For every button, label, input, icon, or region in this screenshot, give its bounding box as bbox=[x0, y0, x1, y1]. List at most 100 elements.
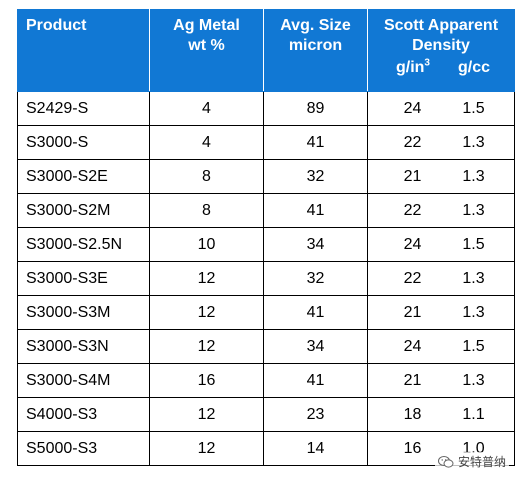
cell-density-g-cc: 1.3 bbox=[462, 303, 485, 321]
cell-density: 21 1.3 bbox=[367, 363, 515, 398]
density-values: 18 1.1 bbox=[368, 406, 514, 424]
density-units: g/in3 g/cc bbox=[368, 58, 514, 78]
cell-ag-metal: 8 bbox=[149, 193, 264, 228]
cell-density-g-in3: 24 bbox=[403, 99, 422, 117]
cell-ag-metal: 8 bbox=[149, 159, 264, 194]
cell-density-g-in3: 21 bbox=[403, 371, 422, 389]
cell-ag-metal: 12 bbox=[149, 329, 264, 364]
watermark-text: 安特普纳 bbox=[457, 455, 506, 469]
cell-product: S3000-S2M bbox=[17, 193, 150, 228]
cell-ag-metal: 16 bbox=[149, 363, 264, 398]
table-header: Product Ag Metal wt % Avg. Size micron S… bbox=[17, 9, 515, 92]
cell-avg-size: 14 bbox=[263, 431, 368, 466]
cell-avg-size: 34 bbox=[263, 329, 368, 364]
cell-product: S2429-S bbox=[17, 91, 150, 126]
density-values: 24 1.5 bbox=[368, 236, 514, 254]
unit-g-per-cc: g/cc bbox=[457, 59, 490, 76]
table-row: S3000-S 4 41 22 1.3 bbox=[17, 125, 515, 160]
cell-avg-size: 41 bbox=[263, 125, 368, 160]
cell-density-g-cc: 1.5 bbox=[462, 235, 485, 253]
cell-density-g-cc: 1.3 bbox=[462, 371, 485, 389]
density-values: 24 1.5 bbox=[368, 100, 514, 118]
header-avg-size: Avg. Size micron bbox=[263, 9, 368, 92]
cell-density: 21 1.3 bbox=[367, 159, 515, 194]
cell-ag-metal: 12 bbox=[149, 397, 264, 432]
header-avg-size-line2: micron bbox=[288, 37, 343, 54]
watermark: 安特普纳 bbox=[434, 452, 509, 471]
cell-density: 24 1.5 bbox=[367, 329, 515, 364]
table-row: S3000-S3N 12 34 24 1.5 bbox=[17, 329, 515, 364]
cell-product: S3000-S bbox=[17, 125, 150, 160]
table-row: S5000-S3 12 14 16 1.0 bbox=[17, 431, 515, 466]
cell-product: S3000-S3M bbox=[17, 295, 150, 330]
unit-g-per-in-base: g/in bbox=[395, 59, 425, 76]
cell-density-g-cc: 1.5 bbox=[462, 99, 485, 117]
cell-avg-size: 89 bbox=[263, 91, 368, 126]
cell-density-g-in3: 22 bbox=[403, 269, 422, 287]
cell-product: S3000-S2.5N bbox=[17, 227, 150, 262]
cell-ag-metal: 12 bbox=[149, 431, 264, 466]
cell-product: S3000-S4M bbox=[17, 363, 150, 398]
cell-avg-size: 34 bbox=[263, 227, 368, 262]
cell-product: S5000-S3 bbox=[17, 431, 150, 466]
product-table-container: Product Ag Metal wt % Avg. Size micron S… bbox=[17, 9, 515, 466]
header-product: Product bbox=[17, 9, 150, 92]
header-ag-metal: Ag Metal wt % bbox=[149, 9, 264, 92]
density-values: 21 1.3 bbox=[368, 372, 514, 390]
cell-density-g-cc: 1.3 bbox=[462, 133, 485, 151]
header-product-label: Product bbox=[26, 17, 87, 34]
cell-density: 22 1.3 bbox=[367, 261, 515, 296]
cell-ag-metal: 12 bbox=[149, 261, 264, 296]
cell-density-g-in3: 21 bbox=[403, 303, 422, 321]
density-values: 24 1.5 bbox=[368, 338, 514, 356]
cell-density: 22 1.3 bbox=[367, 193, 515, 228]
cell-ag-metal: 12 bbox=[149, 295, 264, 330]
cell-product: S4000-S3 bbox=[17, 397, 150, 432]
cell-density-g-in3: 24 bbox=[403, 235, 422, 253]
cell-density-g-in3: 18 bbox=[403, 405, 422, 423]
cell-product: S3000-S3N bbox=[17, 329, 150, 364]
cell-ag-metal: 10 bbox=[149, 227, 264, 262]
cell-avg-size: 41 bbox=[263, 363, 368, 398]
cell-density-g-cc: 1.3 bbox=[462, 167, 485, 185]
cell-density: 18 1.1 bbox=[367, 397, 515, 432]
table-row: S2429-S 4 89 24 1.5 bbox=[17, 91, 515, 126]
density-values: 22 1.3 bbox=[368, 202, 514, 220]
header-ag-metal-line1: Ag Metal bbox=[173, 17, 240, 34]
density-values: 22 1.3 bbox=[368, 270, 514, 288]
cell-density-g-cc: 1.5 bbox=[462, 337, 485, 355]
table-row: S3000-S3M 12 41 21 1.3 bbox=[17, 295, 515, 330]
wechat-logo-icon bbox=[437, 455, 454, 468]
cell-density: 21 1.3 bbox=[367, 295, 515, 330]
table-row: S3000-S3E 12 32 22 1.3 bbox=[17, 261, 515, 296]
cell-avg-size: 32 bbox=[263, 159, 368, 194]
cell-avg-size: 32 bbox=[263, 261, 368, 296]
cell-density-g-in3: 16 bbox=[403, 439, 422, 457]
table-row: S3000-S2E 8 32 21 1.3 bbox=[17, 159, 515, 194]
header-density: Scott Apparent Density g/in3 g/cc bbox=[367, 9, 515, 92]
cell-density-g-in3: 24 bbox=[403, 337, 422, 355]
header-density-line1: Scott Apparent bbox=[383, 17, 499, 34]
cell-avg-size: 41 bbox=[263, 193, 368, 228]
density-values: 21 1.3 bbox=[368, 304, 514, 322]
cell-density-g-cc: 1.1 bbox=[462, 405, 485, 423]
density-values: 21 1.3 bbox=[368, 168, 514, 186]
header-avg-size-line1: Avg. Size bbox=[280, 17, 351, 34]
table-row: S4000-S3 12 23 18 1.1 bbox=[17, 397, 515, 432]
cell-density: 24 1.5 bbox=[367, 227, 515, 262]
cell-ag-metal: 4 bbox=[149, 125, 264, 160]
cell-density-g-in3: 22 bbox=[403, 133, 422, 151]
density-values: 22 1.3 bbox=[368, 134, 514, 152]
cell-density-g-cc: 1.3 bbox=[462, 269, 485, 287]
table-row: S3000-S4M 16 41 21 1.3 bbox=[17, 363, 515, 398]
cell-ag-metal: 4 bbox=[149, 91, 264, 126]
cell-density-g-in3: 21 bbox=[403, 167, 422, 185]
product-table: Product Ag Metal wt % Avg. Size micron S… bbox=[17, 9, 515, 466]
cell-avg-size: 41 bbox=[263, 295, 368, 330]
unit-g-per-in3: g/in3 bbox=[396, 58, 430, 78]
cell-density-g-in3: 22 bbox=[403, 201, 422, 219]
cell-product: S3000-S3E bbox=[17, 261, 150, 296]
cell-avg-size: 23 bbox=[263, 397, 368, 432]
cell-density: 24 1.5 bbox=[367, 91, 515, 126]
header-row: Product Ag Metal wt % Avg. Size micron S… bbox=[17, 9, 515, 92]
